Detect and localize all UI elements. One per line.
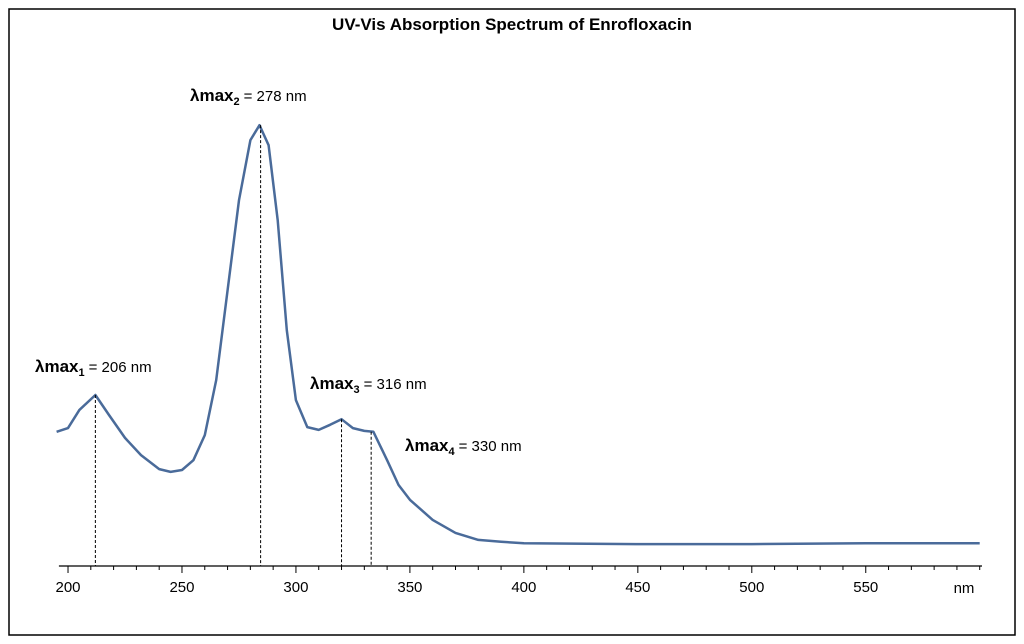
- x-tick-label: 500: [739, 579, 764, 596]
- x-tick-label: 350: [397, 579, 422, 596]
- spectrum-line: [56, 123, 980, 546]
- peak-subscript: 2: [233, 96, 239, 108]
- peak-label: λmax: [190, 86, 234, 105]
- x-tick-label: 550: [853, 579, 878, 596]
- x-tick-label: 450: [625, 579, 650, 596]
- x-tick-label: 250: [169, 579, 194, 596]
- chart-title: UV-Vis Absorption Spectrum of Enrofloxac…: [332, 15, 692, 34]
- peak-subscript: 4: [448, 446, 455, 458]
- peak-subscript: 3: [353, 384, 359, 396]
- peak-text: = 206 nm: [89, 359, 152, 376]
- x-tick-label: 300: [283, 579, 308, 596]
- x-axis-label: nm: [954, 580, 975, 597]
- peak-label: λmax: [405, 436, 449, 455]
- peak-text: = 330 nm: [459, 438, 522, 455]
- peak-subscript: 1: [78, 367, 84, 379]
- peak-label: λmax: [35, 357, 79, 376]
- peak-label: λmax: [310, 374, 354, 393]
- peak-annotation: λmax3 = 316 nm: [310, 374, 427, 396]
- x-tick-label: 400: [511, 579, 536, 596]
- peak-annotation: λmax1 = 206 nm: [35, 357, 152, 379]
- x-tick-label: 200: [56, 579, 81, 596]
- frame: [8, 8, 1016, 636]
- peak-annotation: λmax4 = 330 nm: [405, 436, 522, 458]
- peak-text: = 278 nm: [244, 88, 307, 105]
- peak-text: = 316 nm: [364, 376, 427, 393]
- peak-annotation: λmax2 = 278 nm: [190, 86, 307, 108]
